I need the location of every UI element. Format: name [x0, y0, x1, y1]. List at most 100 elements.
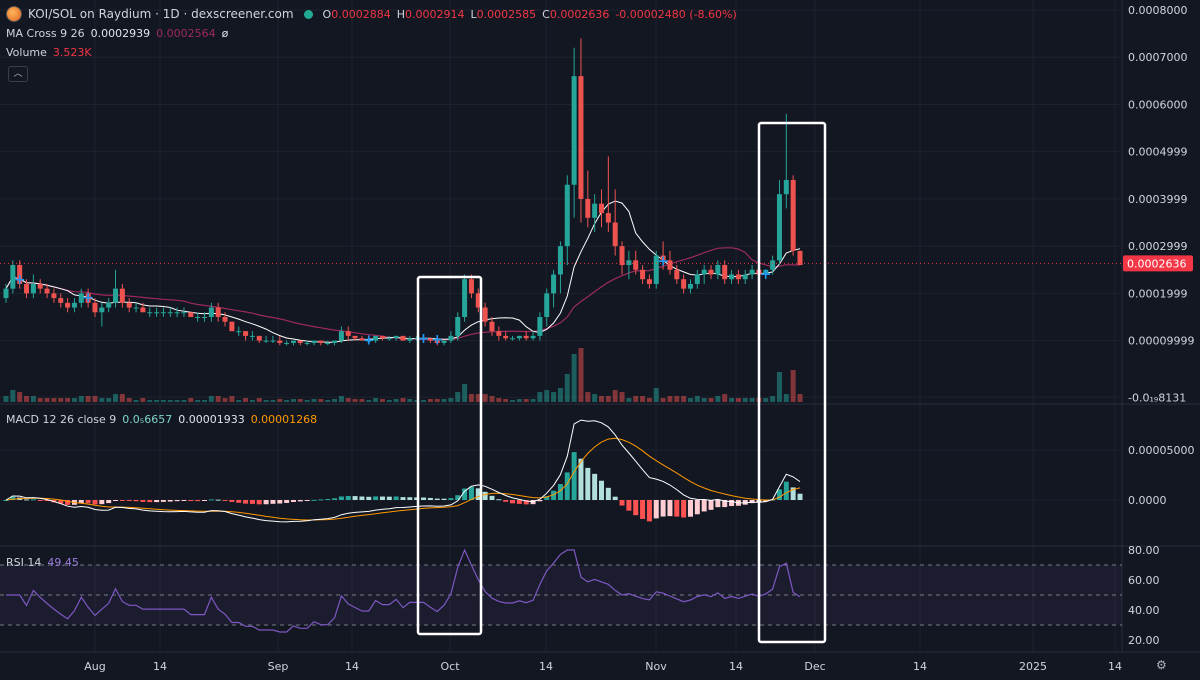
- volume-bar: [113, 394, 119, 402]
- macd-histogram-bar: [523, 500, 529, 505]
- candle-body: [352, 335, 358, 339]
- koi-token-icon: [6, 6, 22, 22]
- macd-histogram-bar: [749, 500, 755, 504]
- volume-bar: [735, 398, 741, 402]
- volume-bar: [44, 398, 50, 402]
- chevron-up-icon[interactable]: ︿: [8, 66, 28, 82]
- macd-histogram-bar: [30, 499, 36, 501]
- volume-bar: [65, 398, 71, 402]
- candle-body: [99, 307, 105, 313]
- macd-histogram-bar: [297, 500, 303, 502]
- volume-bar: [243, 398, 249, 402]
- macd-histogram-bar: [284, 500, 290, 503]
- rsi-tick-label: 60.00: [1128, 574, 1160, 587]
- volume-bar: [85, 396, 91, 402]
- candle-body: [530, 335, 536, 339]
- gear-icon[interactable]: ⚙: [1156, 658, 1167, 672]
- candle-body: [441, 340, 447, 343]
- candle-body: [181, 312, 187, 314]
- ohlc-open: O0.0002884: [322, 7, 391, 21]
- macd-histogram-bar: [537, 500, 543, 502]
- volume-bar: [290, 399, 296, 402]
- candle-body: [379, 335, 385, 339]
- macd-tick-label: 0.00005000: [1128, 444, 1194, 457]
- volume-bar: [564, 374, 570, 402]
- macd-histogram-bar: [599, 480, 604, 500]
- price-tick-label: -0.0₁₉8131: [1128, 391, 1186, 404]
- macd-histogram-bar: [373, 496, 379, 500]
- candle-body: [681, 279, 687, 289]
- candle-body: [277, 340, 283, 343]
- candle-body: [154, 312, 160, 314]
- macd-histogram-bar: [626, 500, 632, 511]
- pair-title[interactable]: KOI/SOL on Raydium · 1D · dexscreener.co…: [28, 7, 294, 21]
- volume-bar: [24, 396, 30, 402]
- macd-histogram-bar: [571, 452, 577, 500]
- candle-body: [10, 265, 16, 289]
- macd-tick-label: 0.0000: [1128, 494, 1167, 507]
- macd-value: 0.0₅6657: [122, 413, 173, 426]
- volume-bar: [749, 398, 755, 402]
- macd-histogram-bar: [653, 500, 659, 519]
- ma-cross-marker: +: [760, 266, 772, 282]
- candle-body: [715, 265, 721, 275]
- candle-body: [592, 203, 598, 218]
- rsi-legend[interactable]: RSI 14 49.45: [6, 556, 79, 569]
- candle-body: [640, 269, 646, 280]
- macd-histogram-bar: [475, 488, 481, 500]
- volume-bar: [160, 400, 166, 402]
- candle-body: [722, 265, 728, 280]
- macd-histogram-bar: [468, 486, 474, 500]
- volume-bar: [71, 398, 77, 402]
- volume-bar: [373, 398, 379, 402]
- macd-histogram-bar: [270, 500, 276, 504]
- candle-body: [523, 335, 529, 339]
- candle-body: [475, 293, 481, 308]
- volume-bar: [646, 398, 652, 402]
- volume-bar: [462, 384, 468, 402]
- macd-histogram-bar: [160, 500, 166, 502]
- macd-histogram-bar: [106, 500, 112, 504]
- macd-histogram-bar: [222, 500, 228, 501]
- macd-legend[interactable]: MACD 12 26 close 9 0.0₅6657 0.00001933 0…: [6, 413, 317, 426]
- macd-histogram-bar: [133, 500, 139, 502]
- macd-histogram-bar: [92, 500, 98, 505]
- volume-bar: [434, 399, 440, 402]
- rsi-tick-label: 40.00: [1128, 604, 1160, 617]
- rsi-tick-label: 20.00: [1128, 634, 1160, 647]
- candle-body: [256, 335, 262, 341]
- volume-value: 3.523K: [52, 46, 92, 59]
- candle-body: [660, 255, 666, 261]
- macd-histogram-bar: [462, 488, 468, 500]
- macd-histogram-bar: [421, 497, 427, 500]
- volume-bar: [729, 398, 735, 402]
- candle-body: [578, 76, 584, 199]
- volume-bar: [516, 399, 522, 402]
- volume-bar: [311, 399, 317, 402]
- macd-histogram-bar: [263, 500, 269, 505]
- candle-body: [687, 283, 693, 289]
- volume-bar: [441, 399, 447, 402]
- candle-body: [729, 274, 735, 280]
- volume-bar: [126, 398, 132, 402]
- macd-histogram-bar: [366, 496, 372, 500]
- volume-bar: [400, 398, 406, 402]
- ma-cross-legend[interactable]: MA Cross 9 26 0.0002939 0.0002564 ø: [6, 27, 228, 40]
- volume-legend[interactable]: Volume 3.523K: [6, 46, 92, 59]
- volume-bar: [599, 396, 604, 402]
- macd-histogram-bar: [674, 500, 680, 517]
- candle-body: [92, 302, 98, 313]
- macd-histogram-bar: [708, 500, 714, 510]
- volume-bar: [674, 396, 680, 402]
- macd-histogram-bar: [687, 500, 693, 517]
- candle-body: [243, 331, 249, 336]
- time-tick-label: Aug: [84, 660, 105, 673]
- price-tick-label: 0.0008000: [1128, 4, 1188, 17]
- macd-signal-value: 0.00001933: [178, 413, 245, 426]
- macd-histogram-bar: [633, 500, 639, 516]
- macd-histogram-bar: [85, 500, 91, 504]
- price-tick-label: 0.0003999: [1128, 193, 1188, 206]
- candle-body: [393, 335, 399, 339]
- macd-histogram-bar: [99, 500, 105, 505]
